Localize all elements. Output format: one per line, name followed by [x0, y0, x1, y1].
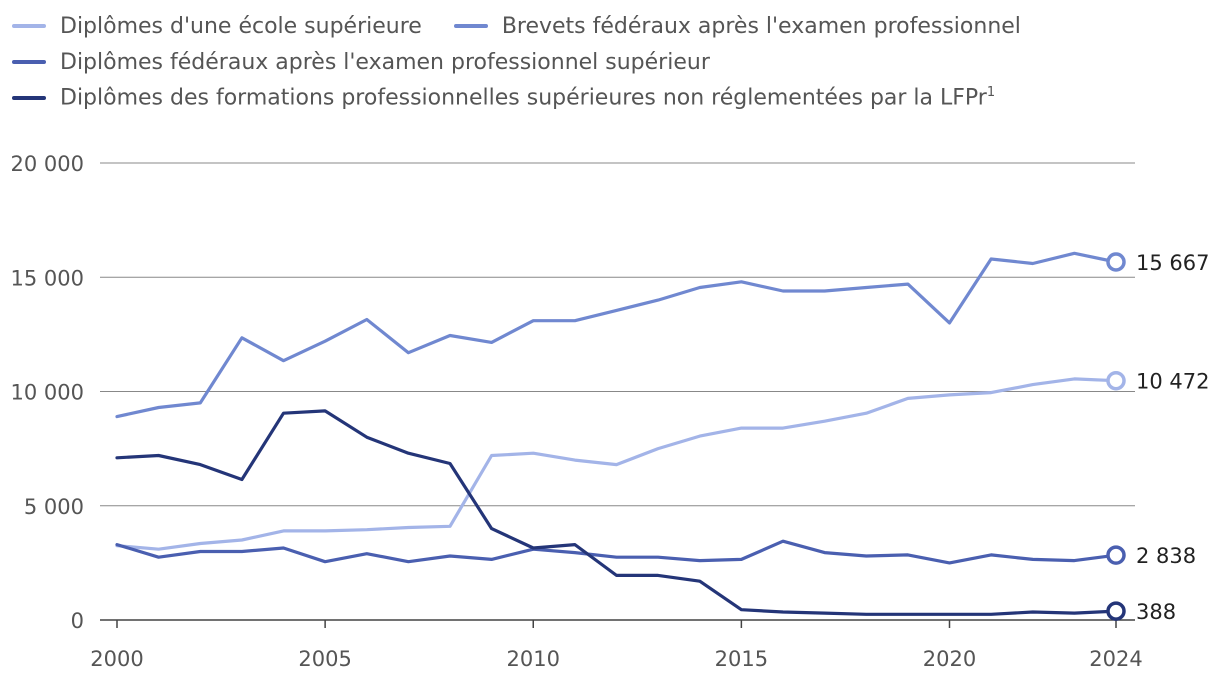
- legend-swatch-brevets-federaux: [453, 24, 488, 28]
- grid-lines: [100, 162, 1135, 621]
- end-marker-diplomes-federaux[interactable]: [1106, 545, 1126, 565]
- end-value-label-diplomes-federaux: 2 838: [1136, 544, 1196, 568]
- legend-label-ecole-superieure: Diplômes d'une école supérieure: [60, 13, 422, 39]
- y-tick-label: 5 000: [24, 495, 84, 519]
- end-marker-brevets-federaux[interactable]: [1106, 252, 1126, 272]
- x-tick-label: 2010: [507, 647, 560, 671]
- legend-swatch-ecole-superieure: [12, 24, 46, 28]
- legend-row-3: Diplômes des formations professionnelles…: [12, 80, 1212, 116]
- legend-swatch-diplomes-federaux: [12, 60, 46, 64]
- legend-item-brevets-federaux[interactable]: Brevets fédéraux après l'examen professi…: [453, 13, 1021, 39]
- end-markers: 10 472 15 667 2 838 388: [1106, 251, 1209, 624]
- legend-text-non-reglementees: Diplômes des formations professionnelles…: [60, 85, 987, 111]
- y-tick-label: 10 000: [11, 381, 84, 405]
- legend-item-ecole-superieure[interactable]: Diplômes d'une école supérieure: [12, 14, 422, 39]
- end-marker-non-reglementees[interactable]: [1106, 601, 1126, 621]
- y-tick-label: 20 000: [11, 152, 84, 176]
- legend-item-diplomes-federaux[interactable]: Diplômes fédéraux après l'examen profess…: [12, 50, 710, 75]
- legend-item-non-reglementees[interactable]: Diplômes des formations professionnelles…: [12, 85, 995, 111]
- end-marker-ecole-superieure[interactable]: [1106, 370, 1126, 391]
- chart-legend: Diplômes d'une école supérieure Brevets …: [12, 8, 1212, 116]
- x-tick-label: 2005: [298, 647, 351, 671]
- x-tick-label: 2024: [1089, 647, 1142, 671]
- footnote-marker: 1: [986, 85, 996, 101]
- legend-row-1: Diplômes d'une école supérieure Brevets …: [12, 8, 1212, 44]
- series-lines: [115, 251, 1118, 616]
- y-tick-label: 0: [71, 609, 84, 633]
- end-value-label-non-reglementees: 388: [1136, 600, 1176, 624]
- series-line-non-reglementees[interactable]: [115, 409, 1118, 616]
- x-tick-label: 2000: [90, 647, 143, 671]
- end-value-label-brevets-federaux: 15 667: [1136, 251, 1209, 275]
- series-line-diplomes-federaux[interactable]: [115, 539, 1118, 565]
- y-tick-label: 15 000: [11, 266, 84, 290]
- legend-row-2: Diplômes fédéraux après l'examen profess…: [12, 44, 1212, 80]
- legend-label-non-reglementees: Diplômes des formations professionnelles…: [60, 85, 995, 110]
- x-tick-label: 2015: [715, 647, 768, 671]
- x-axis: 2000 2005 2010 2015 2020 2024: [90, 620, 1143, 671]
- x-tick-label: 2020: [923, 647, 976, 671]
- end-value-label-ecole-superieure: 10 472: [1136, 370, 1209, 394]
- legend-label-brevets-federaux: Brevets fédéraux après l'examen professi…: [501, 13, 1021, 39]
- legend-label-diplomes-federaux: Diplômes fédéraux après l'examen profess…: [60, 49, 710, 75]
- legend-swatch-non-reglementees: [12, 95, 46, 100]
- series-line-ecole-superieure[interactable]: [115, 377, 1118, 551]
- series-line-brevets-federaux[interactable]: [115, 251, 1118, 419]
- y-axis-ticks: 0 5 000 10 000 15 000 20 000: [11, 152, 84, 633]
